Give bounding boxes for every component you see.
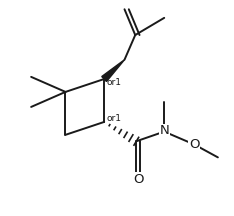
Polygon shape (102, 60, 124, 81)
Text: O: O (133, 173, 143, 186)
Text: O: O (189, 138, 200, 151)
Text: or1: or1 (106, 114, 121, 123)
Text: or1: or1 (106, 78, 121, 87)
Text: N: N (159, 124, 169, 137)
